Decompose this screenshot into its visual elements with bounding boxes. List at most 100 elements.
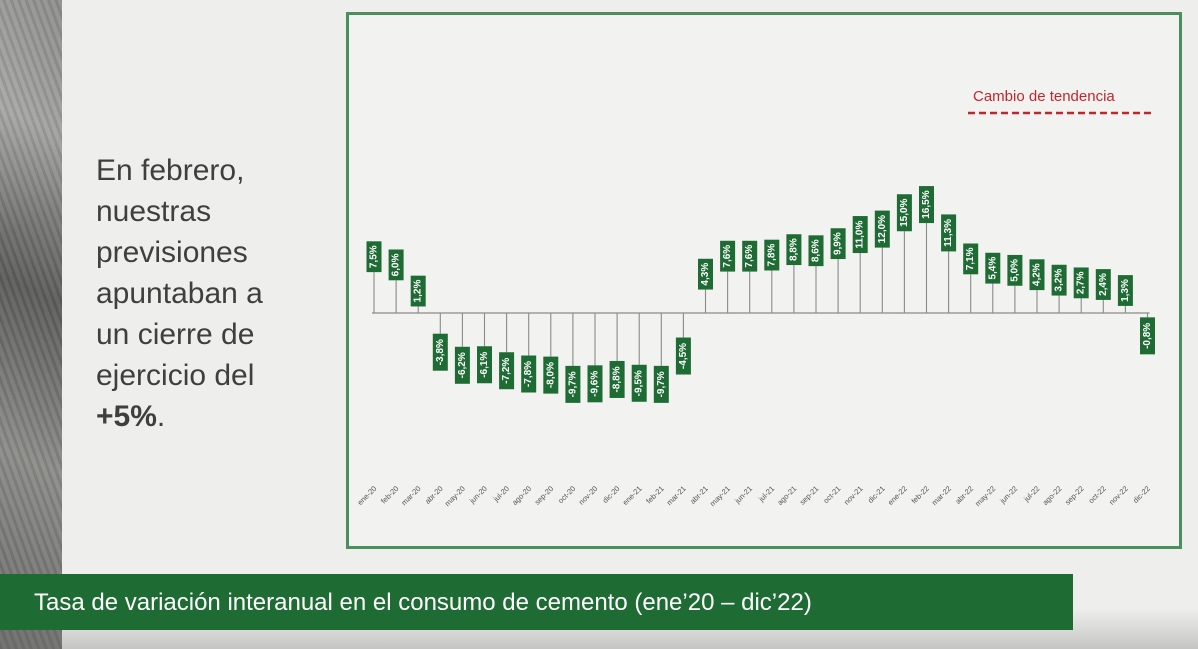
data-label: -3,8% [435,339,446,365]
data-label-box [454,346,470,384]
data-label: 5,0% [1009,259,1020,282]
x-tick-label: dic-22 [1131,484,1152,505]
x-tick-label: ago-22 [1041,484,1064,507]
data-label: 2,7% [1076,271,1087,294]
data-label-box [432,333,448,371]
x-tick-label: abr-22 [953,484,975,506]
data-label: -0,8% [1142,323,1153,349]
data-label: 3,2% [1054,269,1065,292]
x-tick-label: oct-20 [556,484,577,505]
forecast-text: En febrero, nuestras previsiones apuntab… [96,150,326,437]
data-label-box [631,364,647,402]
data-label-box [764,239,780,271]
data-label-box [963,243,979,275]
data-label: -8,0% [545,362,556,388]
data-label-box [808,235,824,267]
data-label-box [1140,317,1155,355]
x-tick-label: may-20 [443,484,467,508]
data-label-box [941,214,957,252]
x-tick-label: sep-21 [798,484,821,507]
data-label-box [410,275,426,307]
data-label-box [565,365,581,403]
x-tick-label: jul-22 [1021,484,1041,504]
data-label: -9,6% [590,371,601,397]
x-tick-label: sep-20 [533,484,556,507]
data-label-box [720,240,736,272]
data-label-box [521,355,537,393]
data-label-box [852,216,868,254]
data-label-box [742,240,758,272]
data-label-box [1117,275,1133,306]
data-label: -8,8% [612,366,623,392]
data-label: 6,0% [391,253,402,276]
x-tick-label: nov-22 [1107,484,1130,507]
data-label: 4,2% [1032,263,1043,286]
data-label: 7,6% [722,245,733,268]
x-tick-label: jul-21 [756,484,776,504]
data-label: 4,3% [700,263,711,286]
x-tick-label: mar-22 [930,484,953,507]
chart-caption: Tasa de variación interanual en el consu… [34,589,812,616]
data-label-box [1029,259,1045,291]
x-tick-label: sep-22 [1063,484,1086,507]
data-label: 16,5% [921,190,932,218]
data-label: 7,6% [744,245,755,268]
data-label: 5,4% [987,257,998,280]
data-label: -9,7% [656,371,667,397]
x-tick-label: nov-20 [577,484,600,507]
data-label-box [1095,269,1111,300]
data-label-box [896,194,912,232]
x-tick-label: jun-22 [997,484,1019,506]
data-label: -9,5% [634,370,645,396]
data-label: 11,3% [943,219,954,247]
stone-texture-background [0,0,62,649]
x-tick-label: oct-22 [1087,484,1108,505]
data-label-box [477,346,492,384]
forecast-line-3: previsiones [96,236,248,269]
forecast-line-4: apuntaban a [96,277,263,310]
data-label-box [366,241,382,273]
x-tick-label: jun-21 [732,484,754,506]
forecast-line-6: ejercicio del [96,359,255,392]
x-tick-label: feb-22 [910,484,931,505]
data-label: -7,8% [523,361,534,387]
data-label-box [675,337,691,375]
data-label-box [1007,254,1023,286]
data-label-box [874,210,890,248]
data-label-box [609,360,625,398]
forecast-highlight: +5% [96,400,157,433]
data-label: 1,3% [1120,279,1131,302]
x-tick-label: ago-20 [510,484,533,507]
data-label: 8,6% [811,239,822,262]
data-label: -9,7% [567,371,578,397]
data-label: -6,1% [479,352,490,378]
data-label: -7,2% [501,358,512,384]
caption-bar [0,574,1073,630]
data-label: 12,0% [877,215,888,243]
data-label: 8,8% [788,238,799,261]
x-tick-label: ene-22 [886,484,909,507]
x-tick-label: nov-21 [842,484,865,507]
data-label: 7,5% [369,245,380,268]
x-tick-label: oct-21 [821,484,842,505]
x-tick-label: ene-21 [621,484,644,507]
trend-change-label: Cambio de tendencia [973,88,1115,105]
x-tick-label: dic-20 [601,484,622,505]
data-label: 7,1% [965,247,976,270]
x-tick-label: abr-20 [423,484,445,506]
data-label-box [543,356,559,394]
x-tick-label: jun-20 [467,484,489,506]
data-label: 1,2% [413,280,424,303]
x-tick-label: mar-20 [399,484,422,507]
forecast-line-2: nuestras [96,195,212,228]
forecast-tail: . [156,400,166,433]
data-label: 11,0% [855,221,866,249]
data-label-box [388,249,404,281]
x-tick-label: ene-20 [356,484,379,507]
data-label-box [1051,264,1067,296]
data-label-box [587,365,603,403]
data-label: -4,5% [678,343,689,369]
data-label-box [1073,267,1089,299]
data-label-box [653,365,669,403]
x-tick-label: ago-21 [775,484,798,507]
